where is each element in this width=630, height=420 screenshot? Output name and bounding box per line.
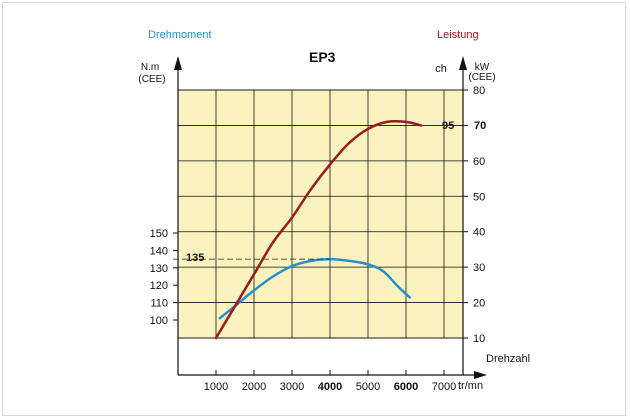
left-tick-label: 150 [150, 228, 168, 240]
plot-background [178, 90, 463, 338]
power-series-label: Leistung [437, 29, 479, 41]
x-tick-label: 1000 [204, 381, 228, 393]
left-axis-unit-cee: (CEE) [138, 74, 165, 85]
right-tick-label: 50 [473, 191, 485, 203]
left-tick-label: 130 [150, 263, 168, 275]
x-tick-label: 4000 [318, 381, 342, 393]
power-peak-ch-label: 95 [442, 120, 454, 132]
right-tick-label: 10 [473, 333, 485, 345]
torque-series-label: Drehmoment [148, 29, 212, 41]
left-tick-label: 120 [150, 280, 168, 292]
torque-curve [218, 257, 412, 320]
right-tick-label: 60 [473, 156, 485, 168]
x-tick-label: 2000 [242, 381, 266, 393]
power-peak-kw-label: 70 [474, 120, 486, 132]
right-tick-label: 40 [473, 227, 485, 239]
x-axis-label: Drehzahl [486, 353, 530, 365]
x-axis-unit: tr/mn [458, 380, 483, 392]
x-tick-label: 6000 [394, 381, 418, 393]
left-tick-label: 140 [150, 245, 168, 257]
right-axis-unit-kw: kW [475, 62, 490, 73]
right-tick-label: 80 [473, 85, 485, 97]
left-axis-arrow [174, 56, 182, 70]
left-tick-label: 110 [150, 298, 168, 310]
chart-frame [2, 2, 626, 416]
right-tick-label: 20 [473, 298, 485, 310]
right-tick-label: 30 [473, 262, 485, 274]
power-curve [214, 119, 423, 340]
right-axis-arrow [459, 56, 467, 70]
x-tick-label: 7000 [432, 381, 456, 393]
right-axis-unit-cee: (CEE) [468, 72, 495, 83]
right-axis-unit-ch: ch [435, 63, 447, 75]
torque-peak-label: 135 [186, 252, 204, 264]
chart-title: EP3 [309, 49, 336, 65]
x-tick-label: 5000 [356, 381, 380, 393]
x-axis-arrow [474, 371, 487, 379]
x-tick-label: 3000 [280, 381, 304, 393]
left-tick-label: 100 [150, 315, 168, 327]
left-axis-unit: N.m [141, 62, 159, 73]
